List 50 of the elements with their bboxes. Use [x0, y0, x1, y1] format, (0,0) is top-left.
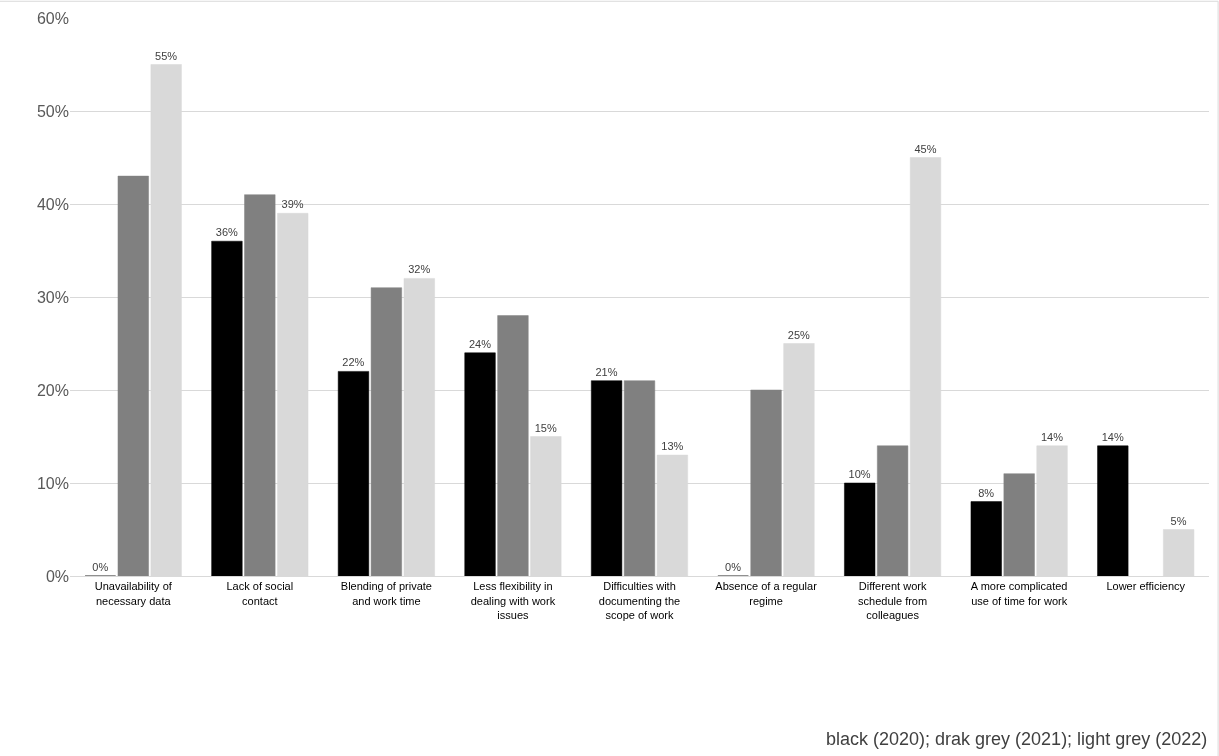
bar — [623, 380, 656, 576]
y-tick-label: 0% — [45, 567, 69, 585]
x-tick-label: Absence of a regular regime — [715, 580, 818, 607]
x-tick-label: A more complicated use of time for work — [970, 580, 1068, 607]
x-tick-label: Less flexibility in dealing with work issues — [470, 580, 556, 621]
bar — [970, 501, 1002, 576]
data-label: 0% — [92, 561, 109, 573]
bar — [497, 315, 529, 576]
bar — [337, 371, 370, 576]
bar — [591, 380, 623, 576]
data-label: 14% — [1040, 430, 1064, 443]
x-tick-label: Unavailability of necessary data — [94, 580, 173, 607]
bar — [117, 175, 149, 576]
data-label: 15% — [534, 421, 557, 434]
bar — [1003, 473, 1035, 576]
data-label: 5% — [1170, 514, 1187, 527]
x-tick-label: Lower efficiency — [1106, 580, 1186, 593]
x-tick-label: Lack of social contact — [226, 580, 294, 607]
x-tick-label: Blending of private and work time — [340, 580, 432, 607]
data-label: 8% — [978, 486, 995, 499]
bar — [370, 287, 402, 576]
y-tick-label: 20% — [36, 381, 69, 399]
bar — [877, 445, 909, 576]
x-tick-label: Difficulties with documenting the scope of work — [598, 580, 681, 621]
text: black (2020); drak grey (2021); light grey (2022) — [826, 729, 1208, 749]
bar — [464, 352, 496, 576]
data-label: 10% — [848, 468, 871, 480]
y-tick-label: 10% — [36, 474, 69, 492]
bar — [844, 482, 876, 576]
y-tick-label: 30% — [36, 288, 69, 306]
data-label: 45% — [914, 142, 937, 155]
data-label: 39% — [281, 198, 304, 211]
bar — [211, 240, 243, 576]
data-label: 24% — [468, 337, 492, 350]
bar — [750, 389, 782, 576]
data-label: 21% — [595, 365, 618, 378]
data-label: 32% — [408, 263, 431, 276]
data-label: 55% — [155, 49, 178, 62]
bar — [1097, 445, 1129, 576]
data-label: 36% — [215, 226, 239, 239]
y-tick-label: 60% — [36, 9, 69, 27]
x-tick-label: Different work schedule from colleagues — [858, 580, 928, 621]
data-label: 14% — [1101, 430, 1124, 443]
data-label: 25% — [787, 328, 811, 341]
data-label: 13% — [661, 440, 684, 453]
y-tick-label: 40% — [36, 195, 69, 213]
y-tick-label: 50% — [36, 102, 69, 120]
data-label: 22% — [342, 356, 365, 369]
data-label: 0% — [725, 561, 742, 573]
bar — [244, 194, 276, 576]
